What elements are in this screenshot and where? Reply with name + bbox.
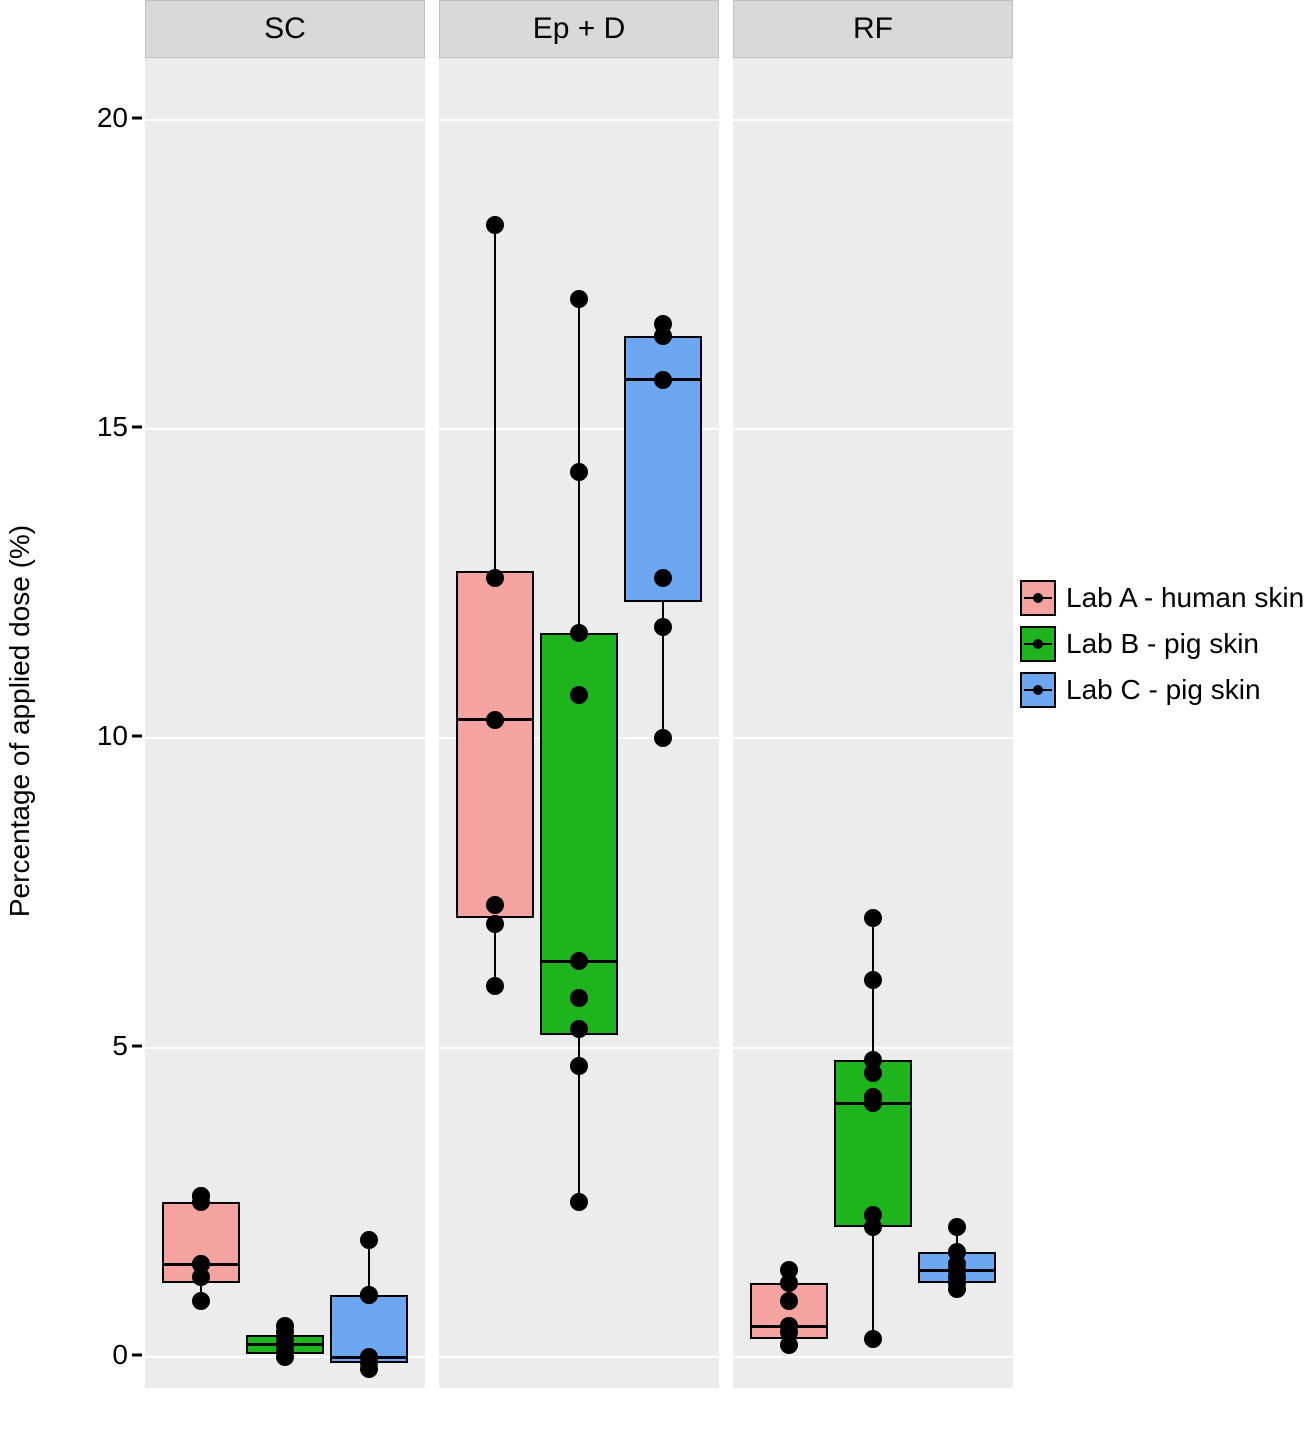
- box: [456, 571, 534, 917]
- data-point: [864, 1330, 882, 1348]
- legend-item: Lab C - pig skin: [1020, 672, 1304, 708]
- legend-label: Lab A - human skin: [1066, 582, 1304, 614]
- legend-item: Lab B - pig skin: [1020, 626, 1304, 662]
- data-point: [570, 290, 588, 308]
- data-point: [780, 1317, 798, 1335]
- legend-label: Lab C - pig skin: [1066, 674, 1261, 706]
- data-point: [948, 1218, 966, 1236]
- data-point: [360, 1348, 378, 1366]
- y-axis-ticks: 0 5 10 15 20: [40, 56, 130, 1386]
- data-point: [570, 1057, 588, 1075]
- data-point: [486, 977, 504, 995]
- data-point: [192, 1255, 210, 1273]
- panel-plot: [439, 58, 719, 1388]
- data-point: [276, 1317, 294, 1335]
- data-point: [360, 1286, 378, 1304]
- y-tick: 10: [97, 720, 128, 752]
- box: [834, 1060, 912, 1227]
- panel-strip: SC: [145, 0, 425, 58]
- data-point: [486, 896, 504, 914]
- data-point: [864, 1051, 882, 1069]
- legend-key-icon: [1020, 626, 1056, 662]
- data-point: [192, 1187, 210, 1205]
- data-point: [654, 618, 672, 636]
- y-axis-label: Percentage of applied dose (%): [0, 56, 40, 1386]
- y-tick: 0: [112, 1339, 128, 1371]
- data-point: [570, 624, 588, 642]
- data-point: [570, 1193, 588, 1211]
- data-point: [864, 971, 882, 989]
- data-point: [570, 686, 588, 704]
- data-point: [192, 1292, 210, 1310]
- legend-label: Lab B - pig skin: [1066, 628, 1259, 660]
- data-point: [570, 989, 588, 1007]
- panel: Ep + D: [439, 0, 719, 1388]
- data-point: [864, 909, 882, 927]
- y-axis-label-text: Percentage of applied dose (%): [4, 525, 36, 917]
- data-point: [654, 371, 672, 389]
- data-point: [864, 1206, 882, 1224]
- chart-container: Percentage of applied dose (%) 05101520 …: [0, 0, 1305, 1435]
- panel-plot: [145, 58, 425, 1388]
- y-tick: 5: [112, 1030, 128, 1062]
- data-point: [486, 915, 504, 933]
- panels-row: SCEp + DRF: [145, 0, 1013, 1388]
- data-point: [654, 729, 672, 747]
- data-point: [570, 1020, 588, 1038]
- y-tick: 20: [97, 102, 128, 134]
- legend: Lab A - human skin Lab B - pig skin Lab C …: [1020, 580, 1304, 708]
- panel: RF: [733, 0, 1013, 1388]
- data-point: [780, 1261, 798, 1279]
- legend-key-icon: [1020, 672, 1056, 708]
- data-point: [486, 216, 504, 234]
- data-point: [864, 1088, 882, 1106]
- panel-plot: [733, 58, 1013, 1388]
- data-point: [948, 1243, 966, 1261]
- data-point: [780, 1292, 798, 1310]
- legend-key-icon: [1020, 580, 1056, 616]
- panel-strip: RF: [733, 0, 1013, 58]
- data-point: [570, 952, 588, 970]
- data-point: [486, 569, 504, 587]
- legend-item: Lab A - human skin: [1020, 580, 1304, 616]
- data-point: [654, 569, 672, 587]
- data-point: [486, 711, 504, 729]
- data-point: [654, 315, 672, 333]
- panel: SC: [145, 0, 425, 1388]
- data-point: [360, 1231, 378, 1249]
- data-point: [570, 463, 588, 481]
- panel-strip: Ep + D: [439, 0, 719, 58]
- y-tick: 15: [97, 411, 128, 443]
